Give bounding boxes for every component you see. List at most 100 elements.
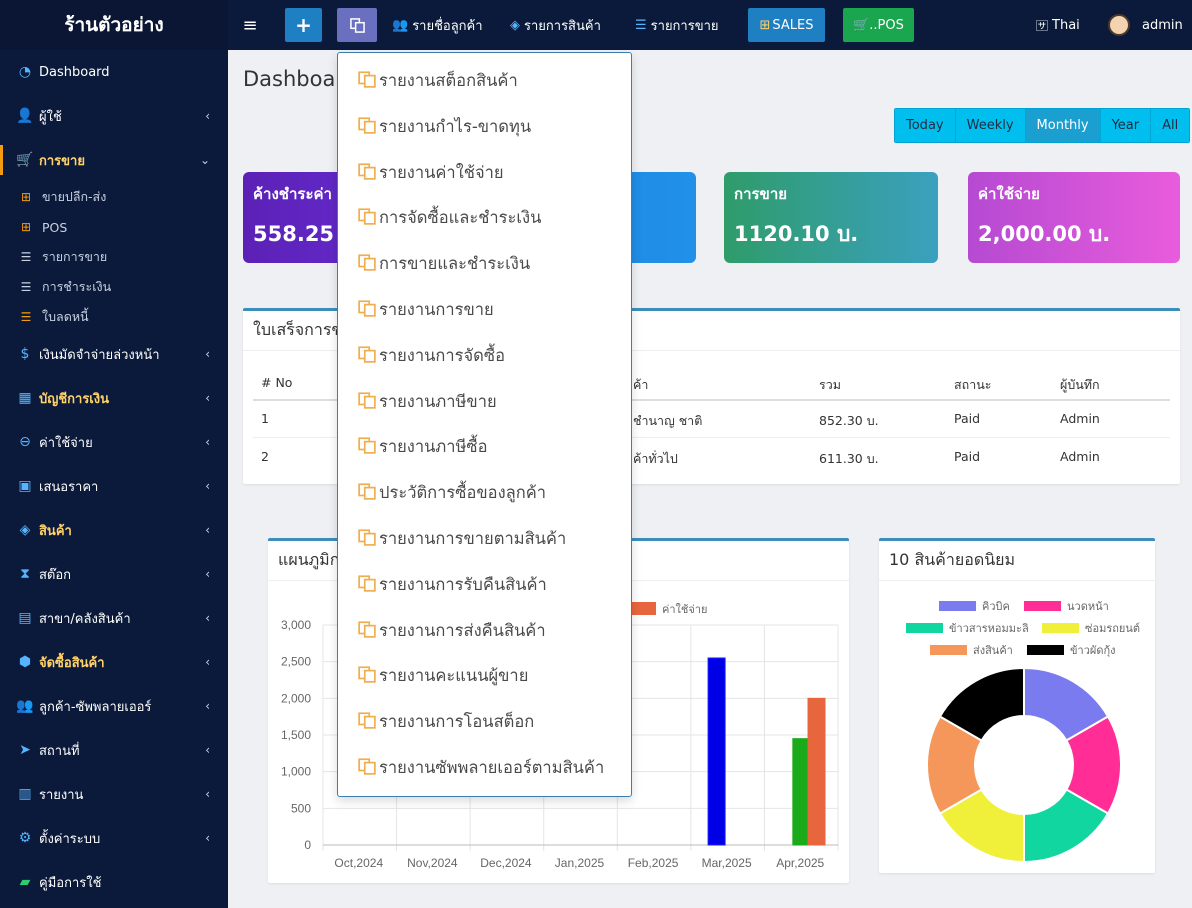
sidebar-item-2[interactable]: 🛒 การขาย ⌄ xyxy=(0,145,228,175)
sidebar-item-11[interactable]: 👥 ลูกค้า-ซัพพลายเออร์ ‹ xyxy=(0,691,228,721)
add-button[interactable]: + xyxy=(285,8,322,42)
report-menu-item[interactable]: รายงานการจัดซื้อ xyxy=(358,344,505,368)
sidebar-item-6[interactable]: ▣ เสนอราคา ‹ xyxy=(0,471,228,501)
send-icon: ➤ xyxy=(19,742,31,758)
card-sales[interactable]: การขาย 1120.10 บ. xyxy=(724,172,938,263)
y-tick-label: 1,000 xyxy=(281,765,311,779)
y-tick-label: 1,500 xyxy=(281,728,311,742)
sales-list-link[interactable]: ☰ รายการขาย xyxy=(635,8,719,42)
period-monthly[interactable]: Monthly xyxy=(1024,109,1100,142)
card-expenses[interactable]: ค่าใช้จ่าย 2,000.00 บ. xyxy=(968,172,1180,263)
language-selector[interactable]: 🈂 Thai xyxy=(1036,8,1080,42)
pie-slice[interactable] xyxy=(938,666,1025,742)
sidebar-subitem-3[interactable]: ☰ การชำระเงิน xyxy=(0,274,228,300)
sidebar-item-14[interactable]: ⚙ ตั้งค่าระบบ ‹ xyxy=(0,823,228,853)
report-menu-item[interactable]: การจัดซื้อและชำระเงิน xyxy=(358,206,541,230)
report-menu-item[interactable]: รายงานค่าใช้จ่าย xyxy=(358,161,504,185)
sidebar-item-1[interactable]: 👤 ผู้ใช้ ‹ xyxy=(0,101,228,131)
sales-button[interactable]: ⊞ SALES xyxy=(748,8,825,42)
app-brand[interactable]: ร้านตัวอย่าง xyxy=(0,0,228,50)
pos-button[interactable]: 🛒 ..POS xyxy=(843,8,914,42)
sidebar-item-0[interactable]: ◔ Dashboard xyxy=(0,57,228,87)
report-menu-item[interactable]: รายงานการขายตามสินค้า xyxy=(358,527,566,551)
language-icon: 🈂 xyxy=(1036,18,1049,33)
period-today[interactable]: Today xyxy=(895,109,955,142)
report-menu-item[interactable]: รายงานการรับคืนสินค้า xyxy=(358,573,547,597)
report-menu-item[interactable]: การขายและชำระเงิน xyxy=(358,252,530,276)
report-menu-item-label: รายงานสต็อกสินค้า xyxy=(379,71,518,90)
cubes-icon: ◈ xyxy=(19,522,31,538)
copy-icon xyxy=(358,391,376,413)
copy-icon xyxy=(358,574,376,596)
sidebar-item-label: การขาย xyxy=(39,153,85,169)
report-menu-item-label: การจัดซื้อและชำระเงิน xyxy=(379,208,542,228)
products-link[interactable]: ◈ รายการสินค้า xyxy=(510,8,601,42)
report-menu-item[interactable]: ประวัติการซื้อของลูกค้า xyxy=(358,481,546,505)
report-menu-item[interactable]: รายงานการขาย xyxy=(358,298,494,322)
report-menu-item-label: ประวัติการซื้อของลูกค้า xyxy=(379,483,547,503)
language-label: Thai xyxy=(1052,17,1080,33)
table-row[interactable]: 2 ค้าทั่วไป 611.30 บ. Paid Admin xyxy=(253,439,1170,476)
report-menu-item[interactable]: รายงานกำไร-ขาดทุน xyxy=(358,115,531,139)
report-menu-item[interactable]: รายงานสต็อกสินค้า xyxy=(358,69,518,93)
sidebar-item-5[interactable]: ⊖ ค่าใช้จ่าย ‹ xyxy=(0,427,228,457)
sidebar-item-4[interactable]: ▦ บัญชีการเงิน ‹ xyxy=(0,383,228,413)
period-year[interactable]: Year xyxy=(1099,109,1151,142)
card-value: 2,000.00 บ. xyxy=(978,222,1111,246)
customers-link[interactable]: 👥 รายชื่อลูกค้า xyxy=(392,8,483,42)
bar[interactable] xyxy=(807,697,826,846)
x-tick-label: Oct,2024 xyxy=(334,856,383,870)
copy-icon xyxy=(358,482,376,504)
x-tick-label: Jan,2025 xyxy=(555,856,605,870)
list-icon: ☰ xyxy=(20,310,32,324)
sidebar-subitem-2[interactable]: ☰ รายการขาย xyxy=(0,244,228,270)
row-total: 852.30 บ. xyxy=(819,413,879,428)
period-weekly[interactable]: Weekly xyxy=(954,109,1025,142)
report-menu-item[interactable]: รายงานซัพพลายเออร์ตามสินค้า xyxy=(358,756,604,780)
report-menu-item[interactable]: รายงานการส่งคืนสินค้า xyxy=(358,619,546,643)
sidebar-item-13[interactable]: ▥ รายงาน ‹ xyxy=(0,779,228,809)
calendar-plus-icon: ▣ xyxy=(18,478,32,494)
legend-label: ซ่อมรถยนต์ xyxy=(1085,622,1140,635)
sidebar-item-label: เงินมัดจำจ่ายล่วงหน้า xyxy=(39,347,160,363)
hourglass-icon: ⧗ xyxy=(20,566,30,582)
sidebar-subitem-4[interactable]: ☰ ใบลดหนี้ xyxy=(0,304,228,330)
period-all[interactable]: All xyxy=(1150,109,1190,142)
report-menu-item[interactable]: รายงานภาษีซื้อ xyxy=(358,435,488,459)
copy-icon xyxy=(358,436,376,458)
gears-icon: ⚙ xyxy=(18,830,32,846)
sidebar-item-label: บัญชีการเงิน xyxy=(39,391,109,407)
report-menu-item-label: รายงานการจัดซื้อ xyxy=(379,345,506,365)
bar[interactable] xyxy=(707,657,726,846)
cubes-icon: ◈ xyxy=(510,17,520,33)
legend-swatch xyxy=(906,623,943,633)
sidebar-item-3[interactable]: $ เงินมัดจำจ่ายล่วงหน้า ‹ xyxy=(0,339,228,369)
copy-icon xyxy=(358,711,376,733)
sidebar-item-9[interactable]: ▤ สาขา/คลังสินค้า ‹ xyxy=(0,603,228,633)
sidebar-subitem-1[interactable]: ⊞ POS xyxy=(0,214,228,240)
report-menu-item[interactable]: รายงานภาษีขาย xyxy=(358,390,497,414)
sidebar-item-12[interactable]: ➤ สถานที่ ‹ xyxy=(0,735,228,765)
user-menu[interactable]: admin xyxy=(1108,8,1183,42)
x-tick-label: Dec,2024 xyxy=(480,856,532,870)
sidebar-item-label: เสนอราคา xyxy=(39,479,99,495)
sidebar-item-7[interactable]: ◈ สินค้า ‹ xyxy=(0,515,228,545)
user-plus-icon: 👤 xyxy=(16,108,34,124)
row-total: 611.30 บ. xyxy=(819,451,879,466)
report-menu-item[interactable]: รายงานคะแนนผู้ขาย xyxy=(358,664,528,688)
plus-square-icon: ⊞ xyxy=(20,190,32,204)
sidebar-item-8[interactable]: ⧗ สต๊อก ‹ xyxy=(0,559,228,589)
sidebar-item-15[interactable]: ▰ คู่มือการใช้ xyxy=(0,867,228,897)
sidebar-subitem-0[interactable]: ⊞ ขายปลีก-ส่ง xyxy=(0,184,228,210)
sidebar-item-label: ค่าใช้จ่าย xyxy=(39,435,93,451)
reports-menu-button[interactable] xyxy=(337,8,377,42)
chevron-left-icon: ‹ xyxy=(205,435,210,449)
menu-toggle-icon[interactable]: ≡ xyxy=(242,14,258,36)
table-row[interactable]: 1 ชำนาญ ชาติ 852.30 บ. Paid Admin xyxy=(253,401,1170,438)
bar-chart-icon: ▥ xyxy=(18,786,32,802)
sidebar-item-10[interactable]: ⬢ จัดซื้อสินค้า ‹ xyxy=(0,647,228,677)
row-recorder: Admin xyxy=(1060,449,1100,464)
report-menu-item[interactable]: รายงานการโอนสต็อก xyxy=(358,710,534,734)
copy-icon xyxy=(358,162,376,184)
bar[interactable] xyxy=(792,738,811,846)
